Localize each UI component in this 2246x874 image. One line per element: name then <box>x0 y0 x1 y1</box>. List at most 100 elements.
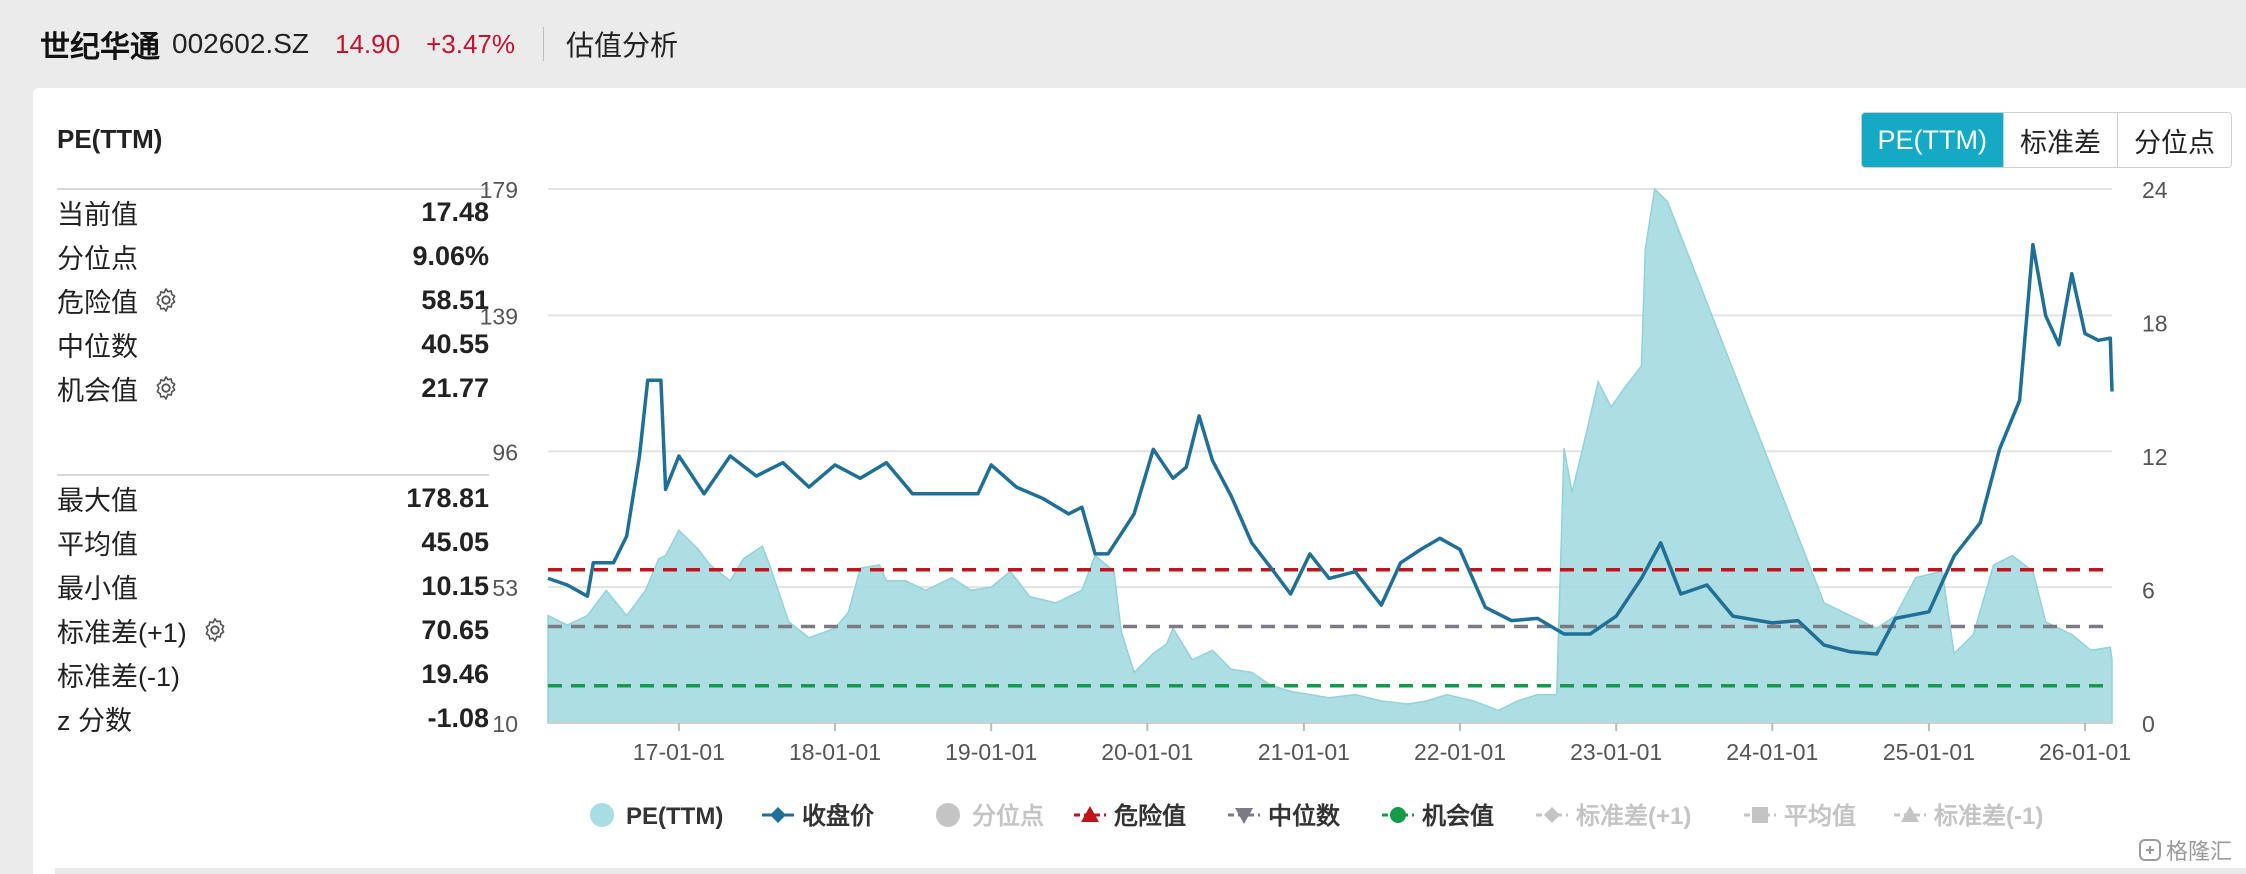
legend-item[interactable]: 标准差(+1) <box>1536 802 1691 830</box>
stats-divider <box>57 474 489 476</box>
stat-label-wrap: 中位数 <box>57 325 138 364</box>
y-right-tick-label: 24 <box>2142 177 2168 203</box>
stock-code: 002602.SZ <box>172 28 309 59</box>
legend-triangle-down-icon <box>1235 808 1253 824</box>
stat-label: 危险值 <box>57 287 138 318</box>
tab-pe-ttm[interactable]: PE(TTM) <box>1861 113 2003 167</box>
stat-row: 标准差(+1) 70.65 <box>57 608 489 652</box>
watermark-text: 格隆汇 <box>2165 839 2232 864</box>
stat-label-wrap: 标准差(-1) <box>57 655 180 694</box>
legend-label: 中位数 <box>1268 802 1341 830</box>
stock-price: 14.90 <box>335 28 401 59</box>
y-right-tick-label: 0 <box>2142 711 2155 737</box>
stat-value: 178.81 <box>406 482 489 513</box>
legend-triangle-icon <box>1081 806 1099 822</box>
legend-item[interactable]: 机会值 <box>1382 802 1494 830</box>
legend-label: 标准差(-1) <box>1934 802 2043 830</box>
legend-square-icon <box>1752 807 1768 823</box>
stock-name: 世纪华通 <box>40 31 160 64</box>
gear-icon[interactable] <box>152 374 180 402</box>
legend-item[interactable]: 危险值 <box>1074 802 1186 830</box>
stat-value: -1.08 <box>427 702 489 733</box>
section-title: 估值分析 <box>565 30 678 61</box>
stat-row: 标准差(-1) 19.46 <box>57 652 489 696</box>
header-bar: 世纪华通 002602.SZ 14.90 +3.47% 估值分析 <box>0 0 2246 88</box>
stat-label: 中位数 <box>57 331 138 362</box>
stat-value: 45.05 <box>421 526 489 557</box>
stat-label: 最大值 <box>57 485 138 516</box>
close-price-line <box>547 242 2114 656</box>
legend-item[interactable]: 分位点 <box>936 802 1044 830</box>
y-left-tick-label: 10 <box>492 711 518 737</box>
legend-marker-icon <box>936 803 960 827</box>
legend-label: 标准差(+1) <box>1576 802 1691 830</box>
stat-row: 危险值 58.51 <box>57 278 489 322</box>
panel-title: PE(TTM) <box>57 124 163 154</box>
stat-row: 平均值 45.05 <box>57 520 489 564</box>
legend-label: 收盘价 <box>802 802 875 830</box>
stat-value: 58.51 <box>421 284 489 315</box>
stat-value: 10.15 <box>421 570 489 601</box>
gear-icon[interactable] <box>201 616 229 644</box>
x-tick-label: 19-01-01 <box>945 739 1037 765</box>
stat-label: 最小值 <box>57 573 138 604</box>
stat-label: 当前值 <box>57 199 138 230</box>
stat-row: z 分数 -1.08 <box>57 696 489 740</box>
scrollbar-track[interactable] <box>55 868 2246 874</box>
legend-label: 分位点 <box>972 802 1044 830</box>
legend-diamond-icon <box>1544 807 1560 823</box>
gear-icon[interactable] <box>152 286 180 314</box>
stats-panel: 当前值 17.48 分位点 9.06% 危险值 58.51 中位数 40.55 机会值 21.77… <box>57 188 489 740</box>
stat-row: 最小值 10.15 <box>57 564 489 608</box>
legend-triangle-icon <box>1901 806 1919 822</box>
legend-marker-icon <box>590 803 614 827</box>
metric-tabs: PE(TTM) 标准差 分位点 <box>1860 112 2232 168</box>
pe-ttm-area <box>547 187 2113 724</box>
x-tick-label: 26-01-01 <box>2039 739 2131 765</box>
x-tick-label: 20-01-01 <box>1101 739 1193 765</box>
stat-value: 9.06% <box>412 240 489 271</box>
legend-label: 平均值 <box>1784 802 1856 830</box>
y-left-tick-label: 179 <box>480 177 518 203</box>
stat-label: 机会值 <box>57 375 138 406</box>
stat-value: 70.65 <box>421 614 489 645</box>
stat-label: z 分数 <box>57 705 133 736</box>
stat-label-wrap: 危险值 <box>57 281 180 320</box>
stat-label: 分位点 <box>57 243 138 274</box>
x-tick-label: 22-01-01 <box>1414 739 1506 765</box>
watermark-logo-icon <box>2138 839 2161 861</box>
watermark: 格隆汇 <box>2138 834 2232 866</box>
x-tick-label: 24-01-01 <box>1726 739 1818 765</box>
tab-percentile[interactable]: 分位点 <box>2117 113 2231 167</box>
tab-std-dev[interactable]: 标准差 <box>2003 113 2117 167</box>
stat-row: 当前值 17.48 <box>57 190 489 234</box>
legend-item[interactable]: PE(TTM) <box>590 803 723 830</box>
stat-label-wrap: 标准差(+1) <box>57 611 229 650</box>
y-right-tick-label: 6 <box>2142 578 2155 604</box>
price-change: +3.47% <box>426 28 515 59</box>
stats-divider <box>57 188 489 190</box>
stat-label-wrap: 分位点 <box>57 237 138 276</box>
stat-row: 分位点 9.06% <box>57 234 489 278</box>
stat-value: 19.46 <box>421 658 489 689</box>
legend-label: PE(TTM) <box>626 803 723 830</box>
y-left-tick-label: 96 <box>492 439 518 465</box>
legend-label: 危险值 <box>1114 802 1186 830</box>
legend-dot-icon <box>1390 807 1406 823</box>
stat-label-wrap: 机会值 <box>57 369 180 408</box>
stat-row: 最大值 178.81 <box>57 476 489 520</box>
legend-item[interactable]: 收盘价 <box>762 802 875 830</box>
y-left-tick-label: 139 <box>480 303 518 329</box>
x-tick-label: 23-01-01 <box>1570 739 1662 765</box>
stat-row: 机会值 21.77 <box>57 366 489 410</box>
stat-value: 40.55 <box>421 328 489 359</box>
stat-label: 标准差(-1) <box>57 661 180 692</box>
x-tick-label: 25-01-01 <box>1883 739 1975 765</box>
legend-item[interactable]: 标准差(-1) <box>1894 802 2043 830</box>
x-tick-label: 21-01-01 <box>1258 739 1350 765</box>
legend-item[interactable]: 平均值 <box>1744 802 1856 830</box>
legend-item[interactable]: 中位数 <box>1228 802 1341 830</box>
stat-row: 中位数 40.55 <box>57 322 489 366</box>
stat-label-wrap: 最大值 <box>57 479 138 518</box>
